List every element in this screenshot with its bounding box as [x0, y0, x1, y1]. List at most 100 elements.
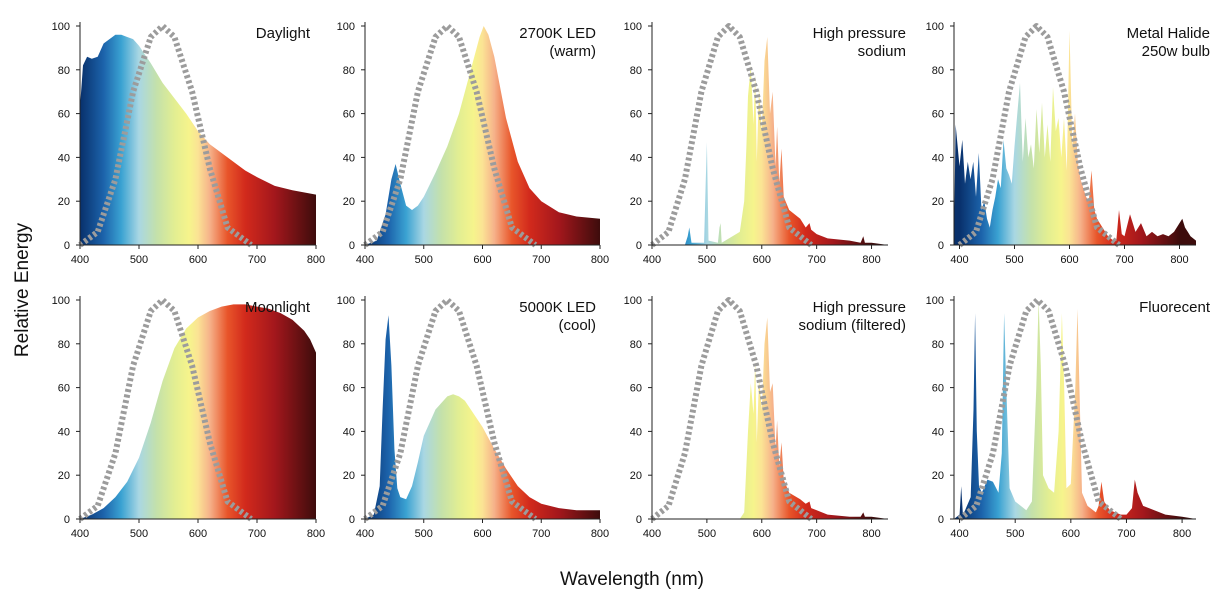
y-tick-label: 20 — [932, 470, 944, 482]
spectrum-area-1 — [80, 304, 316, 519]
y-tick-label: 40 — [58, 426, 70, 438]
x-tick-label: 600 — [473, 254, 491, 266]
y-tick-label: 40 — [343, 426, 355, 438]
chart-title-line: 2700K LED — [519, 25, 596, 42]
y-tick-label: 40 — [343, 152, 355, 164]
x-tick-label: 400 — [356, 528, 374, 540]
chart-title-line: (cool) — [558, 317, 596, 334]
x-tick-label: 800 — [862, 528, 880, 540]
x-tick-label: 400 — [643, 528, 661, 540]
y-tick-label: 0 — [636, 514, 642, 526]
y-tick-label: 20 — [630, 470, 642, 482]
y-tick-label: 80 — [58, 339, 70, 351]
y-tick-label: 60 — [630, 109, 642, 121]
x-tick-label: 600 — [753, 254, 771, 266]
y-tick-label: 20 — [630, 196, 642, 208]
y-tick-label: 60 — [343, 383, 355, 395]
y-tick-label: 80 — [630, 339, 642, 351]
y-tick-label: 20 — [58, 196, 70, 208]
y-tick-label: 80 — [343, 339, 355, 351]
x-tick-label: 800 — [307, 254, 325, 266]
x-tick-label: 700 — [248, 528, 266, 540]
x-tick-label: 600 — [189, 528, 207, 540]
x-tick-label: 600 — [1062, 528, 1080, 540]
y-tick-label: 20 — [343, 196, 355, 208]
x-tick-label: 700 — [1117, 528, 1135, 540]
y-tick-label: 0 — [64, 514, 70, 526]
x-tick-label: 400 — [950, 528, 968, 540]
y-tick-label: 80 — [343, 65, 355, 77]
y-tick-label: 0 — [349, 240, 355, 252]
y-tick-label: 100 — [624, 295, 642, 307]
chart-title-line: Moonlight — [245, 299, 311, 316]
y-tick-label: 20 — [932, 196, 944, 208]
x-tick-label: 700 — [807, 254, 825, 266]
y-tick-label: 20 — [58, 470, 70, 482]
y-tick-label: 40 — [58, 152, 70, 164]
x-tick-label: 700 — [1115, 254, 1133, 266]
x-tick-label: 600 — [473, 528, 491, 540]
chart-title-line: Daylight — [256, 25, 311, 42]
y-tick-label: 80 — [58, 65, 70, 77]
eye-sensitivity-curve — [363, 297, 538, 522]
chart-title-line: High pressure — [813, 25, 906, 42]
y-tick-label: 60 — [630, 383, 642, 395]
y-tick-label: 0 — [636, 240, 642, 252]
chart-panel-4: 0 20 40 60 80 100 400 500 600 700 800 Metal Halide2… — [926, 21, 1210, 266]
spectrum-area-1 — [80, 34, 316, 245]
y-tick-label: 100 — [52, 21, 70, 33]
y-tick-label: 100 — [926, 21, 944, 33]
chart-title-line: Metal Halide — [1127, 25, 1210, 42]
x-tick-label: 700 — [807, 528, 825, 540]
y-tick-label: 60 — [932, 383, 944, 395]
y-tick-label: 80 — [932, 65, 944, 77]
chart-title-line: sodium — [858, 43, 906, 60]
chart-panel-3: 0 20 40 60 80 100 400 500 600 700 800 High pressure… — [624, 21, 906, 266]
spectrum-area-1 — [365, 26, 600, 245]
y-tick-label: 100 — [337, 21, 355, 33]
y-tick-label: 60 — [58, 383, 70, 395]
chart-title-line: sodium (filtered) — [798, 317, 906, 334]
x-tick-label: 500 — [415, 254, 433, 266]
x-tick-label: 600 — [1060, 254, 1078, 266]
x-tick-label: 500 — [698, 528, 716, 540]
y-tick-label: 100 — [52, 295, 70, 307]
spectrum-area-1 — [954, 300, 1196, 519]
chart-title-line: Fluorecent — [1139, 299, 1211, 316]
x-tick-label: 600 — [189, 254, 207, 266]
x-tick-label: 700 — [248, 254, 266, 266]
x-tick-label: 500 — [1005, 254, 1023, 266]
x-tick-label: 800 — [1170, 254, 1188, 266]
y-tick-label: 40 — [630, 426, 642, 438]
spectrum-area-1 — [365, 315, 600, 519]
eye-sensitivity-curve — [650, 23, 814, 248]
spectrum-area-1 — [954, 30, 1196, 246]
y-tick-label: 60 — [58, 109, 70, 121]
x-tick-label: 400 — [71, 528, 89, 540]
chart-panel-7: 0 20 40 60 80 100 400 500 600 700 800 High pressure… — [624, 295, 906, 540]
y-tick-label: 0 — [349, 514, 355, 526]
x-tick-label: 400 — [950, 254, 968, 266]
y-tick-label: 100 — [337, 295, 355, 307]
eye-sensitivity-curve — [957, 23, 1121, 248]
y-tick-label: 100 — [624, 21, 642, 33]
y-tick-label: 60 — [932, 109, 944, 121]
x-tick-label: 800 — [591, 528, 609, 540]
x-axis-title: Wavelength (nm) — [560, 569, 704, 590]
chart-title-line: 250w bulb — [1142, 43, 1210, 60]
y-tick-label: 40 — [932, 152, 944, 164]
chart-panel-5: 0 20 40 60 80 100 400 500 600 700 800 Moonlight — [52, 295, 326, 540]
x-tick-label: 400 — [643, 254, 661, 266]
x-tick-label: 700 — [532, 254, 550, 266]
y-tick-label: 0 — [938, 514, 944, 526]
x-tick-label: 500 — [130, 528, 148, 540]
x-tick-label: 500 — [415, 528, 433, 540]
y-tick-label: 40 — [630, 152, 642, 164]
chart-panel-8: 0 20 40 60 80 100 400 500 600 700 800 Fluorecent — [926, 295, 1211, 540]
chart-panel-1: 0 20 40 60 80 100 400 500 600 700 800 Daylight — [52, 21, 326, 266]
y-tick-label: 0 — [64, 240, 70, 252]
y-tick-label: 80 — [932, 339, 944, 351]
spectrum-area-1 — [652, 37, 888, 245]
